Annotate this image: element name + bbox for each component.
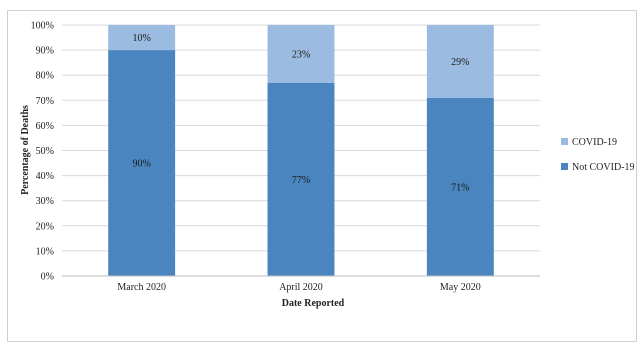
- y-tick-label: 90%: [36, 46, 54, 57]
- y-tick-label: 40%: [36, 171, 54, 182]
- y-tick-label: 20%: [36, 221, 54, 232]
- y-tick-label: 80%: [36, 71, 54, 82]
- bar-data-label: 10%: [132, 33, 150, 44]
- legend-swatch-not-covid: [561, 163, 568, 170]
- x-axis-ticks: March 2020 April 2020 May 2020: [117, 282, 480, 293]
- legend-label-not-covid: Not COVID-19: [572, 162, 635, 173]
- bar-segment-covid: [267, 25, 335, 83]
- y-axis-ticks: 0% 10% 20% 30% 40% 50% 60% 70% 80% 90% 100%: [31, 21, 54, 283]
- y-tick-label: 30%: [36, 196, 54, 207]
- x-tick-label: May 2020: [440, 282, 481, 293]
- bar-data-label: 23%: [292, 49, 310, 60]
- y-tick-label: 0%: [41, 272, 54, 283]
- y-tick-label: 70%: [36, 96, 54, 107]
- legend-label-covid: COVID-19: [572, 137, 617, 148]
- y-axis-title: Percentage of Deaths: [20, 105, 31, 195]
- legend-swatch-covid: [561, 138, 568, 145]
- bar-segment-covid: [426, 25, 494, 98]
- bar-data-label: 71%: [451, 182, 469, 193]
- legend: COVID-19 Not COVID-19: [561, 137, 635, 173]
- y-tick-label: 60%: [36, 121, 54, 132]
- x-tick-label: April 2020: [279, 282, 323, 293]
- y-tick-label: 50%: [36, 146, 54, 157]
- x-axis-title: Date Reported: [282, 298, 345, 309]
- y-tick-label: 100%: [31, 21, 54, 32]
- bar-segment-covid: [108, 25, 176, 51]
- bar-data-label: 90%: [132, 159, 150, 170]
- bar-segment-not-covid: [426, 97, 494, 276]
- bars: 90% 10% 77% 23% 71% 29%: [108, 25, 494, 276]
- x-tick-label: March 2020: [117, 282, 166, 293]
- bar-data-label: 77%: [292, 175, 310, 186]
- bar-data-label: 29%: [451, 57, 469, 68]
- bar-segment-not-covid: [267, 82, 335, 276]
- y-tick-label: 10%: [36, 246, 54, 257]
- bar-segment-not-covid: [108, 50, 176, 276]
